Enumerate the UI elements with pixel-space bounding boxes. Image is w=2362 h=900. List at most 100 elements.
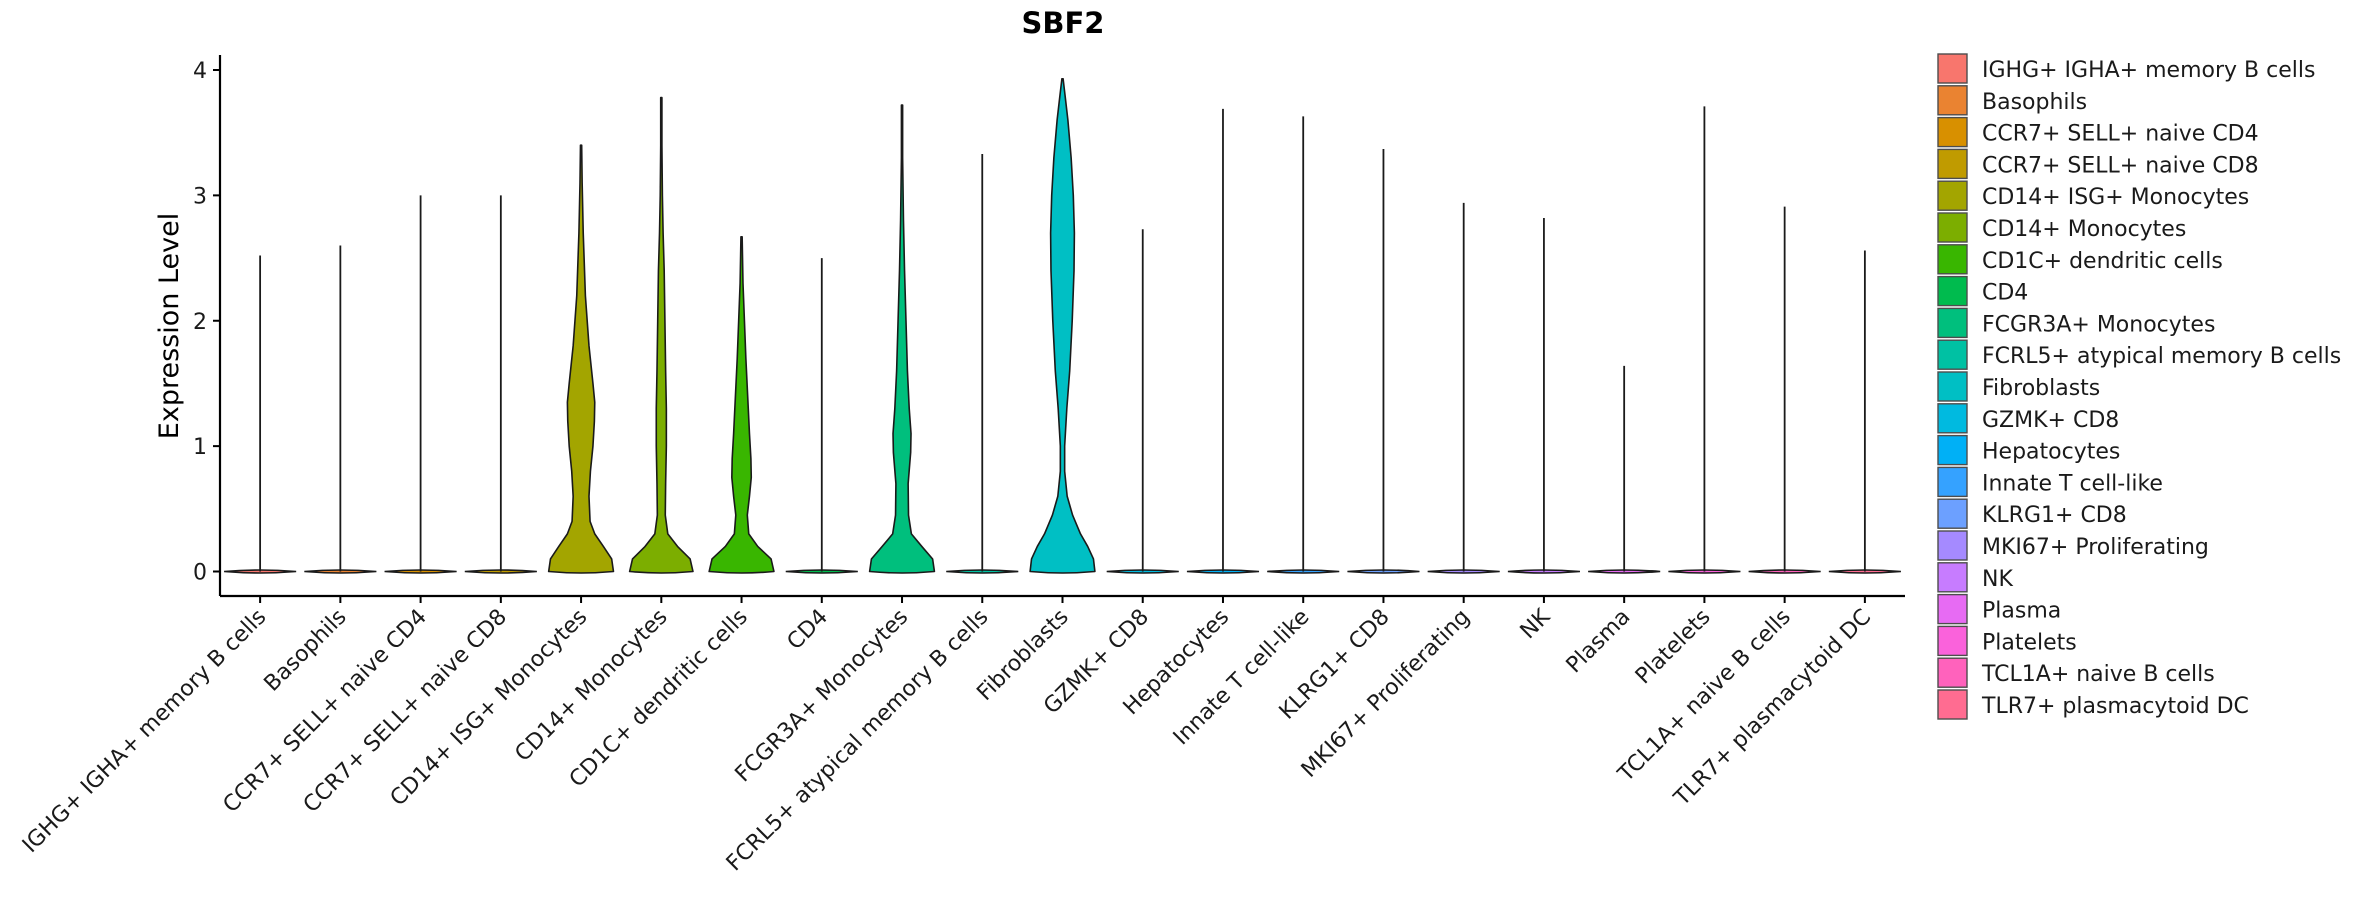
legend-label: CD4 (1982, 281, 2028, 306)
y-tick-label: 0 (193, 561, 207, 586)
legend-item: IGHG+ IGHA+ memory B cells (1937, 53, 2315, 84)
legend-swatch (1937, 180, 1968, 211)
legend-label: CCR7+ SELL+ naive CD4 (1982, 122, 2259, 147)
legend-label: CD1C+ dendritic cells (1982, 249, 2223, 274)
legend-item: CCR7+ SELL+ naive CD4 (1937, 116, 2259, 148)
legend-item: KLRG1+ CD8 (1937, 498, 2127, 529)
x-tick-label: Platelets (1631, 605, 1716, 690)
legend-swatch (1937, 85, 1968, 116)
legend-item: MKI67+ Proliferating (1937, 530, 2209, 561)
legend-item: FCRL5+ atypical memory B cells (1937, 339, 2341, 370)
violin (1828, 250, 1901, 574)
violin (628, 96, 694, 574)
legend-label: NK (1982, 567, 2013, 592)
violin-shape (628, 96, 694, 574)
y-tick-label: 1 (193, 435, 207, 460)
legend-item: Basophils (1937, 85, 2087, 116)
legend-label: Platelets (1982, 630, 2077, 655)
x-tick-label: NK (1516, 604, 1556, 644)
legend-label: TLR7+ plasmacytoid DC (1981, 694, 2249, 719)
legend-item: CD4 (1937, 275, 2028, 307)
legend-label: Hepatocytes (1982, 440, 2120, 465)
legend-label: TCL1A+ naive B cells (1981, 662, 2215, 687)
violin-shape (708, 235, 775, 574)
legend-swatch (1937, 339, 1968, 370)
y-tick-label: 3 (193, 184, 207, 209)
legend-swatch (1937, 148, 1968, 180)
violin (1186, 108, 1260, 574)
legend-label: CCR7+ SELL+ naive CD8 (1982, 153, 2259, 178)
legend-swatch (1937, 53, 1968, 84)
legend-item: CD14+ Monocytes (1937, 212, 2186, 243)
violin (708, 235, 775, 574)
violin (1748, 206, 1821, 574)
legend-item: TLR7+ plasmacytoid DC (1937, 689, 2249, 720)
legend-item: Platelets (1937, 625, 2077, 657)
x-tick-label: CD4 (783, 605, 833, 655)
legend-label: Plasma (1982, 599, 2061, 624)
legend-item: TCL1A+ naive B cells (1937, 657, 2215, 688)
violin (1427, 202, 1500, 574)
violin (1507, 217, 1580, 574)
legend-item: Hepatocytes (1937, 434, 2120, 466)
legend-swatch (1937, 403, 1968, 434)
legend-swatch (1937, 498, 1968, 529)
legend-item: GZMK+ CD8 (1937, 403, 2119, 434)
violin (547, 144, 615, 574)
legend-swatch (1937, 212, 1968, 243)
legend-label: Innate T cell-like (1982, 471, 2163, 496)
x-tick-label: Plasma (1562, 605, 1636, 679)
y-tick-label: 4 (193, 59, 207, 84)
legend-item: CD14+ ISG+ Monocytes (1937, 180, 2249, 211)
legend-label: MKI67+ Proliferating (1982, 535, 2209, 560)
legend-swatch (1937, 307, 1968, 339)
violin (1347, 148, 1420, 574)
legend-label: Fibroblasts (1982, 376, 2100, 401)
legend-swatch (1937, 625, 1968, 657)
legend-label: CD14+ ISG+ Monocytes (1982, 185, 2249, 210)
violin (868, 104, 936, 574)
legend-swatch (1937, 275, 1968, 307)
violin (785, 258, 858, 574)
legend-item: Plasma (1937, 593, 2061, 625)
violin (464, 195, 537, 574)
legend-item: CD1C+ dendritic cells (1937, 244, 2223, 275)
violin (1668, 106, 1741, 574)
x-tick-label: MKI67+ Proliferating (1297, 605, 1475, 783)
legend-item: NK (1937, 562, 2013, 593)
legend-item: Innate T cell-like (1937, 466, 2163, 498)
legend-swatch (1937, 466, 1968, 498)
legend-label: Basophils (1982, 90, 2087, 115)
violin (224, 255, 297, 574)
legend-swatch (1937, 244, 1968, 275)
legend-swatch (1937, 371, 1968, 402)
y-axis-label: Expression Level (154, 213, 185, 439)
violin (1106, 229, 1179, 574)
violin (946, 154, 1019, 574)
violin (1588, 365, 1661, 574)
chart-title: SBF2 (1022, 6, 1105, 40)
violin (384, 195, 457, 574)
legend-item: FCGR3A+ Monocytes (1937, 307, 2215, 339)
y-tick-label: 2 (193, 310, 207, 335)
legend-item: CCR7+ SELL+ naive CD8 (1937, 148, 2259, 180)
legend-label: FCGR3A+ Monocytes (1982, 312, 2215, 337)
x-tick-label: IGHG+ IGHA+ memory B cells (18, 605, 271, 858)
legend-label: CD14+ Monocytes (1982, 217, 2186, 242)
legend-swatch (1937, 593, 1968, 625)
legend-swatch (1937, 689, 1968, 720)
legend-swatch (1937, 434, 1968, 466)
legend-label: GZMK+ CD8 (1982, 408, 2119, 433)
x-tick-label: Innate T cell-like (1169, 605, 1315, 751)
legend-swatch (1937, 562, 1968, 593)
violin-shape (1029, 77, 1096, 574)
legend-item: Fibroblasts (1937, 371, 2100, 402)
violin-shape (868, 104, 936, 574)
legend-label: IGHG+ IGHA+ memory B cells (1982, 58, 2315, 83)
violin-shape (547, 144, 615, 574)
x-tick-label: CD14+ Monocytes (510, 605, 672, 767)
legend-label: KLRG1+ CD8 (1982, 503, 2127, 528)
violin (1029, 77, 1096, 574)
